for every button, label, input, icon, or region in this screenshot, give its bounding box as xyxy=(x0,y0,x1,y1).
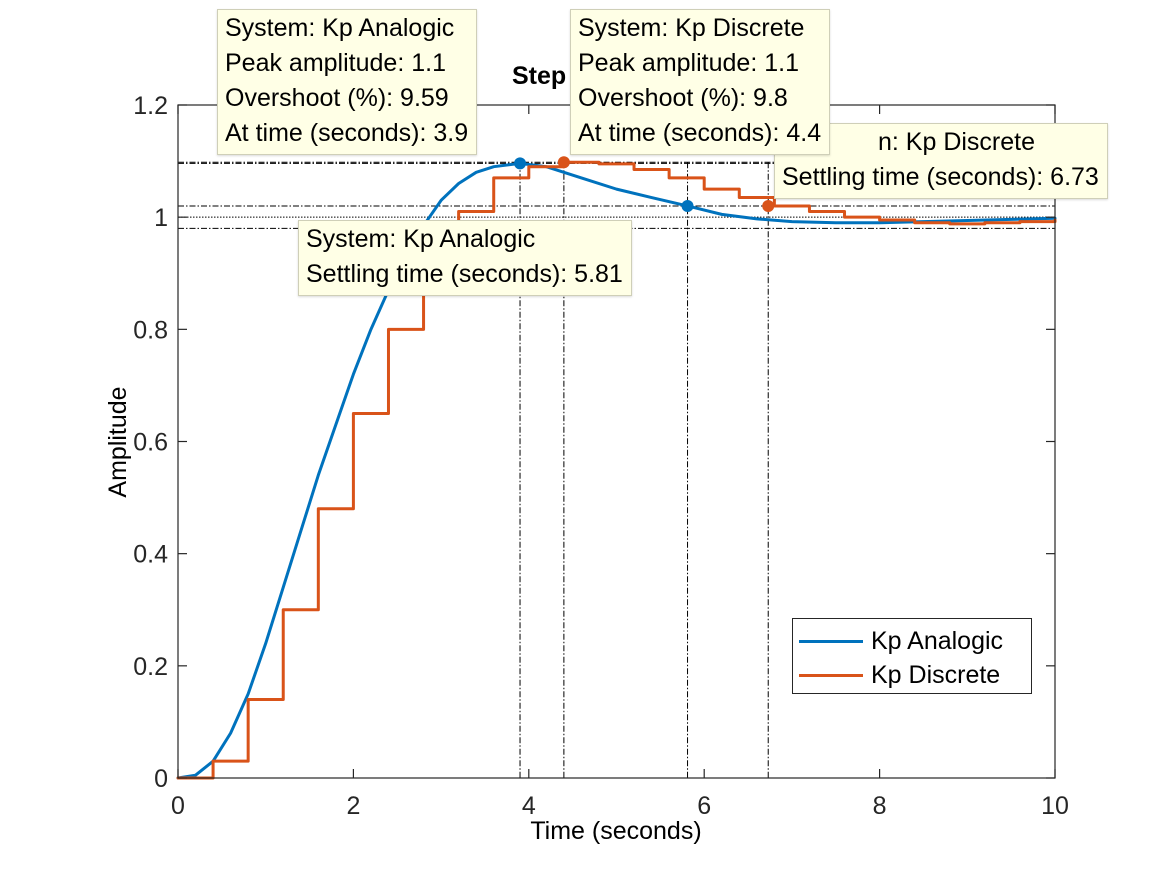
data-point-marker xyxy=(681,199,694,212)
x-tick-label: 6 xyxy=(697,792,711,820)
marker-layer xyxy=(514,156,775,212)
datatip-line: System: Kp Analogic xyxy=(225,14,455,42)
data-point-marker xyxy=(557,156,570,169)
x-tick-label: 0 xyxy=(171,792,185,820)
datatip-discrete-peak[interactable]: System: Kp Discrete Peak amplitude: 1.1 … xyxy=(570,9,831,155)
datatip-line: Settling time (seconds): 5.81 xyxy=(306,260,623,288)
y-tick-label: 0.8 xyxy=(133,316,168,344)
x-axis-label: Time (seconds) xyxy=(530,817,701,845)
datatip-line: Overshoot (%): 9.59 xyxy=(225,84,449,112)
datatip-line: Settling time (seconds): 6.73 xyxy=(782,163,1099,191)
x-tick-label: 4 xyxy=(522,792,536,820)
legend-label-discrete: Kp Discrete xyxy=(871,660,1001,689)
y-tick-label: 1.2 xyxy=(133,92,168,120)
x-tick-label: 10 xyxy=(1041,792,1069,820)
datatip-analog-peak[interactable]: System: Kp Analogic Peak amplitude: 1.1 … xyxy=(217,9,478,155)
legend-label-analogic: Kp Analogic xyxy=(871,626,1004,655)
x-tick-label: 2 xyxy=(346,792,360,820)
y-tick-label: 0.4 xyxy=(133,541,168,569)
data-point-marker xyxy=(762,199,775,212)
datatip-line: Peak amplitude: 1.1 xyxy=(578,49,799,77)
legend-item-discrete: Kp Discrete xyxy=(799,659,1000,691)
y-tick-label: 0.2 xyxy=(133,653,168,681)
series-line-kp-discrete xyxy=(176,160,1057,780)
datatip-line: Overshoot (%): 9.8 xyxy=(578,84,788,112)
x-tick-label: 8 xyxy=(873,792,887,820)
y-axis-label: Amplitude xyxy=(104,386,132,497)
legend-item-analogic: Kp Analogic xyxy=(799,625,1003,657)
datatip-analog-settling[interactable]: System: Kp Analogic Settling time (secon… xyxy=(298,220,632,296)
legend[interactable]: Kp Analogic Kp Discrete xyxy=(792,618,1032,694)
legend-swatch-discrete xyxy=(799,673,863,677)
datatip-line: System: Kp Discrete xyxy=(578,14,805,42)
datatip-line: At time (seconds): 4.4 xyxy=(578,119,822,147)
series-layer xyxy=(176,160,1057,780)
legend-swatch-analogic xyxy=(799,639,863,643)
y-tick-label: 1 xyxy=(154,204,168,232)
datatip-line: At time (seconds): 3.9 xyxy=(225,119,469,147)
datatip-line: n: Kp Discrete xyxy=(878,128,1036,156)
series-line-kp-analogic xyxy=(176,161,1057,780)
data-point-marker xyxy=(514,157,527,170)
datatip-line: System: Kp Analogic xyxy=(306,225,536,253)
chart-title: Step xyxy=(512,62,566,90)
y-tick-label: 0 xyxy=(154,765,168,793)
datatip-line: Peak amplitude: 1.1 xyxy=(225,49,446,77)
y-tick-label: 0.6 xyxy=(133,429,168,457)
